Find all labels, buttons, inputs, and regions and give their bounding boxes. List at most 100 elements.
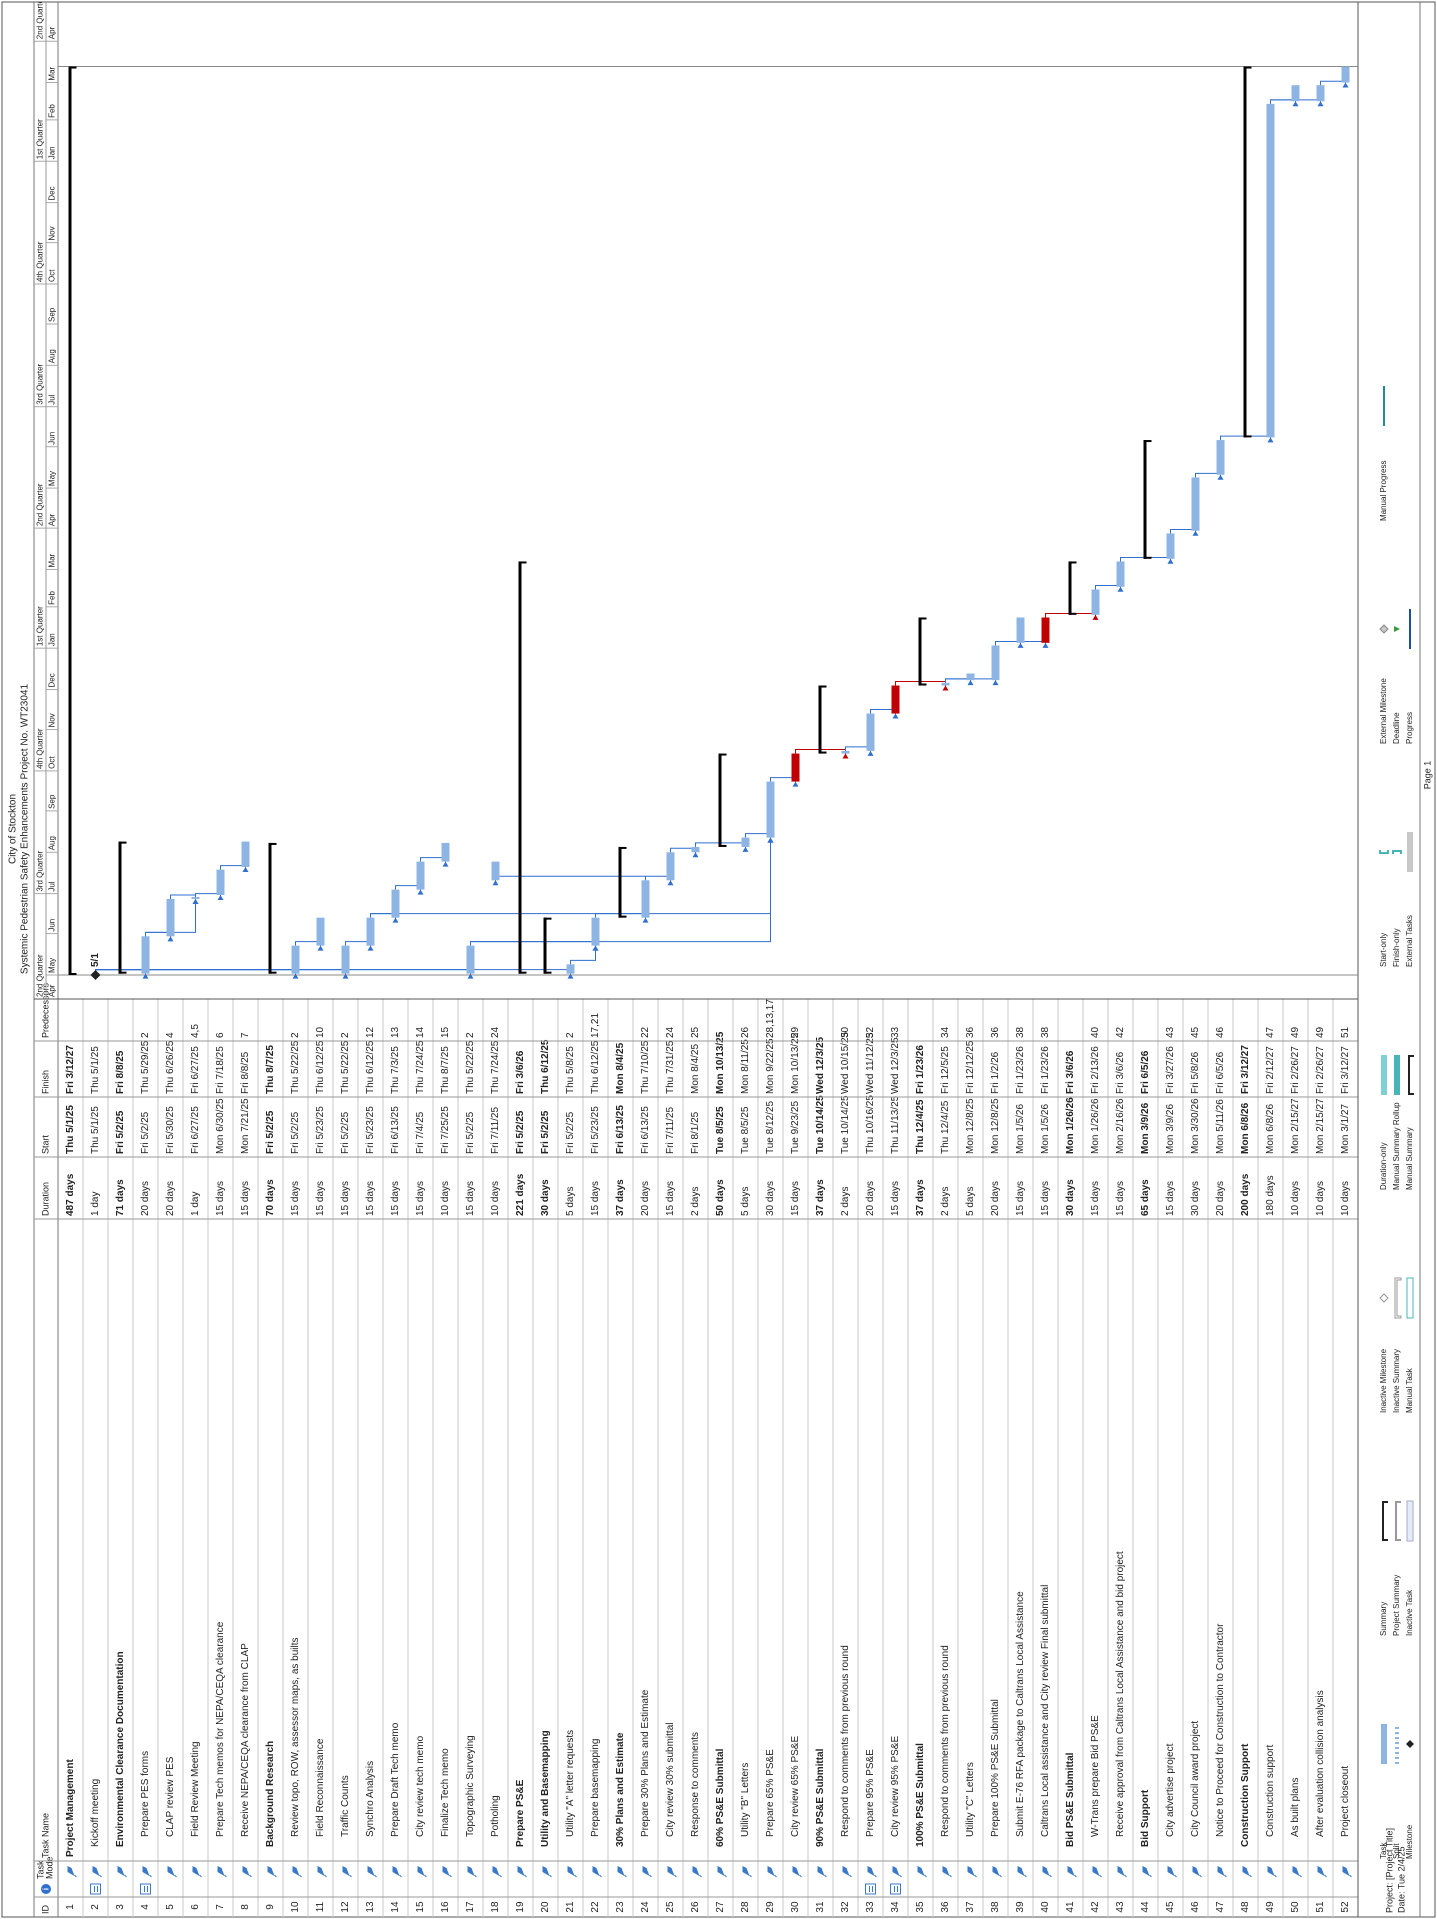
task-name: City review 65% PS&E	[790, 1736, 801, 1837]
predecessors: 34	[940, 1026, 951, 1038]
duration: 15 days	[1040, 1181, 1051, 1216]
finish-date: Mon 8/4/25	[615, 1042, 626, 1094]
start-date: Fri 5/2/25	[265, 1110, 276, 1154]
task-mode-icon	[67, 1866, 75, 1876]
task-mode-pin	[74, 1874, 77, 1878]
start-date: Fri 6/13/25	[615, 1105, 626, 1154]
task-bar	[1341, 66, 1350, 83]
month-label: Sep	[48, 794, 57, 809]
link-arrow	[442, 861, 449, 867]
task-id: 15	[415, 1901, 426, 1913]
task-name: 100% PS&E Submittal	[915, 1743, 926, 1847]
summary-cap	[68, 973, 77, 975]
predecessors: 38	[1040, 1026, 1051, 1038]
start-date: Fri 7/25/25	[440, 1106, 451, 1154]
duration: 20 days	[865, 1181, 876, 1216]
start-date: Fri 5/2/25	[465, 1111, 476, 1154]
task-bar	[666, 852, 675, 881]
legend-symbol	[1392, 850, 1402, 854]
task-id: 24	[640, 1901, 651, 1913]
summary-cap	[268, 842, 277, 845]
quarter-label: 4th Quarter	[36, 241, 45, 282]
duration: 15 days	[465, 1181, 476, 1216]
start-date: Tue 8/5/25	[740, 1106, 751, 1154]
duration: 50 days	[715, 1179, 726, 1216]
task-name: 60% PS&E Submittal	[715, 1748, 726, 1847]
column-header: Task Name	[40, 1813, 50, 1858]
task-id: 23	[615, 1901, 626, 1913]
task-mode-pin	[924, 1874, 927, 1878]
duration: 20 days	[640, 1181, 651, 1216]
finish-date: Fri 2/13/26	[1090, 1046, 1101, 1094]
predecessors: 33	[890, 1026, 901, 1038]
start-date: Fri 8/1/25	[690, 1111, 701, 1154]
task-mode-pin	[1299, 1874, 1302, 1878]
task-name: Bid Support	[1140, 1789, 1151, 1847]
link-arrow	[692, 852, 699, 858]
task-name: Prepare 30% Plans and Estimate	[640, 1689, 651, 1837]
duration: 30 days	[540, 1179, 551, 1216]
finish-date: Thu 7/24/25	[415, 1040, 426, 1094]
predecessors: 29	[790, 1026, 801, 1038]
finish-date: Fri 6/5/26	[1140, 1050, 1151, 1094]
predecessors: 51	[1340, 1026, 1351, 1038]
finish-date: Wed 12/3/25	[890, 1037, 901, 1094]
duration: 15 days	[240, 1181, 251, 1216]
indicator-icon	[865, 1883, 876, 1895]
duration: 5 days	[740, 1187, 751, 1216]
predecessors: 49	[1290, 1026, 1301, 1038]
task-name: After evaluation collision analysis	[1315, 1690, 1326, 1837]
task-mode-pin	[474, 1874, 477, 1878]
task-name: Prepare basemapping	[590, 1739, 601, 1837]
summary-cap	[1143, 556, 1152, 559]
month-label: Apr	[48, 26, 57, 39]
month-label: Jul	[48, 394, 57, 404]
duration: 15 days	[390, 1181, 401, 1216]
task-name: Field Review Meeting	[190, 1741, 201, 1837]
milestone-label: 5/1	[90, 953, 101, 967]
task-id: 41	[1065, 1901, 1076, 1913]
finish-date: Fri 2/26/27	[1290, 1046, 1301, 1094]
link-arrow	[992, 680, 999, 686]
summary-cap	[1143, 440, 1152, 443]
task-mode-icon	[1342, 1866, 1350, 1876]
duration: 200 days	[1240, 1173, 1251, 1216]
task-bar	[1266, 103, 1275, 438]
legend-symbol	[1407, 832, 1413, 872]
link-arrow	[167, 936, 174, 942]
link-line	[470, 841, 771, 946]
task-id: 1	[65, 1904, 76, 1910]
task-mode-pin	[1199, 1874, 1202, 1878]
duration: 30 days	[1190, 1181, 1201, 1216]
finish-date: Thu 6/12/25	[365, 1040, 376, 1094]
finish-date: Fri 3/12/27	[65, 1045, 76, 1094]
link-arrow	[867, 750, 874, 756]
task-bar	[1316, 85, 1325, 102]
task-id: 42	[1090, 1901, 1101, 1913]
summary-cap	[718, 753, 727, 756]
month-label: Oct	[48, 756, 57, 769]
predecessors: 15	[440, 1026, 451, 1038]
predecessors: 2	[340, 1032, 351, 1038]
month-label: Jun	[48, 432, 57, 445]
finish-date: Thu 5/29/25	[140, 1040, 151, 1094]
task-id: 51	[1315, 1901, 1326, 1913]
predecessors: 4,5	[190, 1024, 201, 1038]
predecessors: 30	[840, 1026, 851, 1038]
task-bar	[791, 753, 800, 782]
task-id: 28	[740, 1901, 751, 1913]
column-header: Finish	[40, 1070, 50, 1094]
finish-date: Wed 12/3/25	[815, 1036, 826, 1094]
task-id: 12	[340, 1901, 351, 1913]
predecessors: 2	[290, 1032, 301, 1038]
start-date: Mon 6/8/26	[1265, 1104, 1276, 1154]
task-mode-pin	[624, 1874, 627, 1878]
task-id: 27	[715, 1901, 726, 1913]
task-id: 46	[1190, 1901, 1201, 1913]
task-name: Traffic Counts	[340, 1775, 351, 1837]
start-date: Tue 9/23/25	[790, 1101, 801, 1154]
footer-date: Date: Tue 2/4/25	[1396, 1846, 1406, 1913]
duration: 37 days	[815, 1179, 826, 1216]
